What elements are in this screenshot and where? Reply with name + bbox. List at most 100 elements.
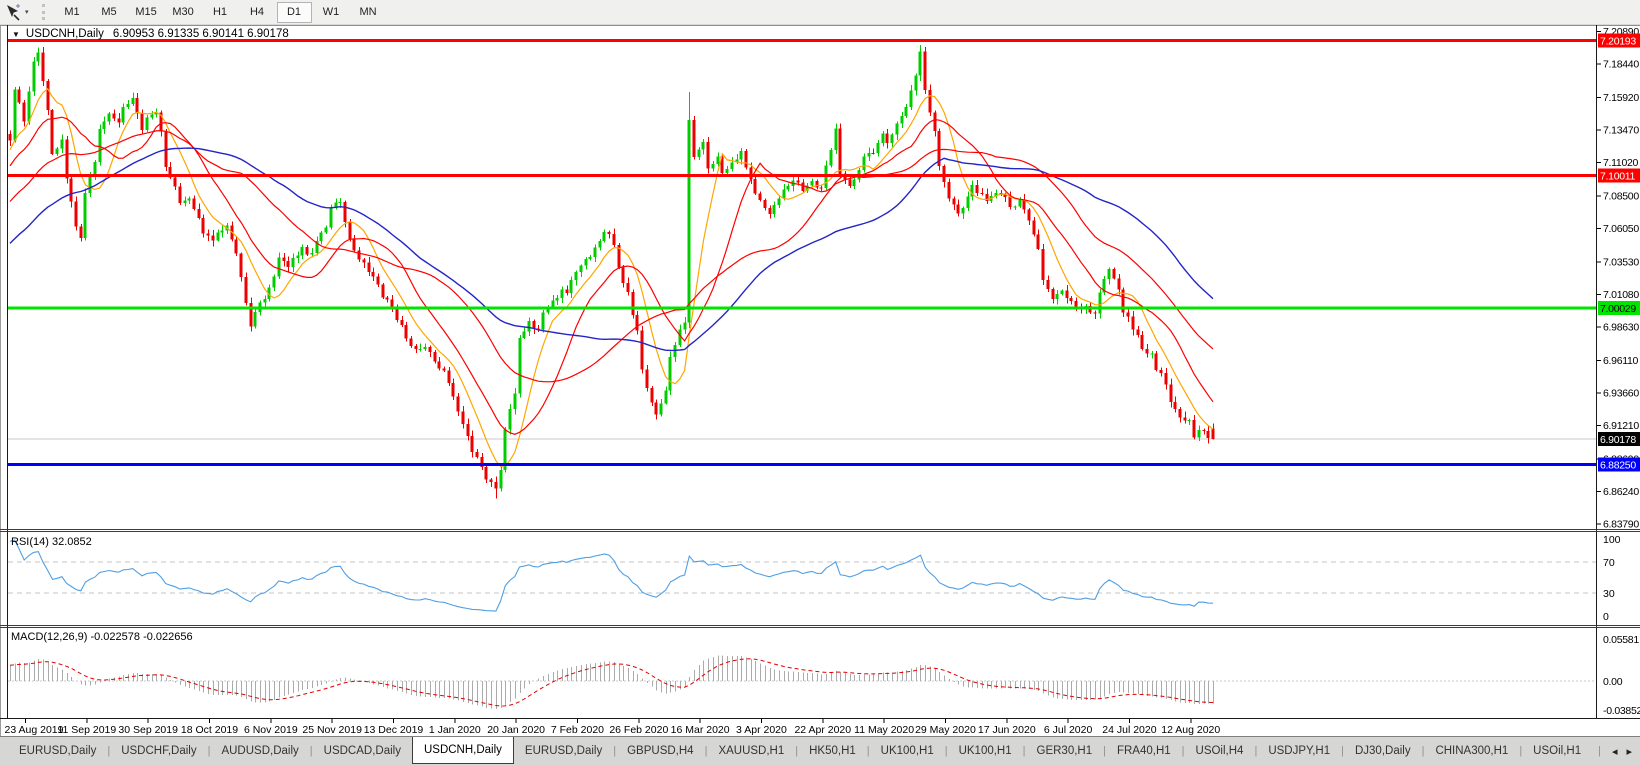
candle-body: [197, 209, 201, 218]
timeframe-button-mn[interactable]: MN: [359, 6, 377, 18]
candle-body: [74, 201, 78, 227]
timeframe-button-h1[interactable]: H1: [212, 6, 228, 18]
candle-body: [834, 128, 838, 150]
candle-body: [470, 435, 474, 452]
candle-body: [683, 322, 687, 330]
ma-line-55[interactable]: [9, 147, 1214, 352]
candle-body: [201, 217, 205, 234]
price-axis-label: 7.08500: [1603, 191, 1639, 203]
candle-body: [1192, 420, 1196, 438]
timeframe-button-h4[interactable]: H4: [249, 6, 265, 18]
price-level-badge-bg: [1598, 301, 1640, 316]
chart-tab-hk50-8[interactable]: HK50,H1: [809, 745, 856, 757]
candle-body: [1154, 353, 1158, 371]
chart-tab-usoil-17[interactable]: USOil,H1: [1533, 745, 1582, 757]
chart-tab-usdchf-1[interactable]: USDCHF,Daily: [121, 745, 197, 757]
chart-tab-dj30-15[interactable]: DJ30,Daily: [1354, 745, 1411, 757]
candle-body: [329, 208, 333, 228]
candle-body: [400, 319, 404, 325]
candle-body: [706, 141, 710, 169]
chart-tab-china300-16[interactable]: CHINA300,H1: [1435, 745, 1509, 757]
candle-body: [645, 369, 649, 389]
candle-body: [711, 163, 715, 169]
candle-body: [150, 114, 154, 118]
candle-body: [475, 451, 479, 457]
chart-tab-usdjpy-14[interactable]: USDJPY,H1: [1268, 745, 1331, 757]
macd-axis-label: 0.05581: [1603, 634, 1639, 646]
price-axis: 7.208907.184407.159207.134707.110207.085…: [1597, 26, 1640, 531]
candle-body: [635, 314, 639, 331]
candle-body: [41, 52, 45, 82]
candle-body: [588, 257, 592, 260]
candle-body: [664, 390, 668, 404]
candle-body: [1055, 293, 1059, 300]
candle-body: [69, 178, 73, 202]
candle-body: [381, 284, 385, 298]
ma-line-8[interactable]: [9, 87, 1214, 468]
candle-body: [725, 168, 729, 173]
price-level-badge: 7.00029: [1600, 303, 1636, 315]
tab-divider: |: [1181, 745, 1185, 757]
candle-body: [135, 98, 139, 114]
tab-scroll-left-icon[interactable]: ◂: [1611, 745, 1618, 758]
candle-body: [1051, 289, 1055, 300]
chart-tab-usdcnh-4[interactable]: USDCNH,Daily: [411, 737, 514, 764]
tab-divider: |: [309, 745, 313, 757]
candle-body: [1197, 430, 1201, 438]
chart-tab-gbpusd-6[interactable]: GBPUSD,H4: [627, 745, 694, 757]
timeframe-button-d1[interactable]: D1: [276, 1, 312, 23]
ma-line-16[interactable]: [9, 116, 1214, 435]
candle-body: [334, 202, 338, 209]
candle-body: [178, 186, 182, 204]
chart-tab-uk100-10[interactable]: UK100,H1: [958, 745, 1012, 757]
timeframe-button-m1[interactable]: M1: [64, 6, 80, 18]
candle-body: [527, 321, 531, 332]
tab-divider: |: [1022, 745, 1026, 757]
price-level-badge: 6.88250: [1600, 459, 1636, 471]
chart-tab-fra40-12[interactable]: FRA40,H1: [1116, 745, 1171, 757]
cursor-tool-icon[interactable]: [4, 3, 22, 21]
date-axis-label: 13 Dec 2019: [364, 724, 424, 736]
timeframe-buttons: M1 M5 M15 M30 H1 H4 D1 W1 MN: [54, 0, 387, 24]
candle-body: [159, 112, 163, 132]
tab-scroll-right-icon[interactable]: ▸: [1626, 745, 1633, 758]
timeframe-button-m30[interactable]: M30: [172, 6, 194, 18]
candle-body: [739, 150, 743, 160]
current-price-badge: 6.90178: [1600, 434, 1636, 446]
candle-body: [234, 239, 238, 254]
chart-tab-eurusd-5[interactable]: EURUSD,Daily: [524, 745, 603, 757]
candle-body: [1032, 220, 1036, 235]
candle-body: [385, 297, 389, 300]
tab-scroll-arrows: | ◂ ▸: [1592, 745, 1640, 758]
candle-body: [947, 181, 951, 199]
candle-body: [852, 179, 856, 186]
timeframe-button-m5[interactable]: M5: [101, 6, 117, 18]
candle-body: [749, 167, 753, 179]
candle-body: [239, 253, 243, 278]
chart-tab-usdcad-3[interactable]: USDCAD,Daily: [323, 745, 401, 757]
chart-tab-xauusd-7[interactable]: XAUUSD,H1: [718, 745, 785, 757]
ma-line-34[interactable]: [9, 129, 1214, 383]
chart-tab-eurusd-0[interactable]: EURUSD,Daily: [19, 745, 97, 757]
chart-tab-usoil-13[interactable]: USOil,H4: [1195, 745, 1244, 757]
candle-body: [216, 232, 220, 241]
cursor-tool-caret-icon[interactable]: ▾: [25, 9, 29, 16]
candle-body: [121, 106, 125, 123]
candle-body: [975, 184, 979, 194]
candle-body: [555, 298, 559, 301]
candle-body: [423, 346, 427, 349]
candle-body: [1178, 409, 1182, 418]
toolbar-drag-handle[interactable]: [41, 4, 45, 20]
chart-tab-uk100-9[interactable]: UK100,H1: [880, 745, 934, 757]
timeframe-button-w1[interactable]: W1: [322, 6, 340, 18]
candle-body: [579, 265, 583, 273]
candle-body: [768, 208, 772, 214]
chart-tab-ger30-11[interactable]: GER30,H1: [1036, 745, 1093, 757]
candle-body: [263, 298, 267, 303]
candle-body: [1173, 402, 1177, 410]
timeframe-button-m15[interactable]: M15: [135, 6, 157, 18]
candle-body: [310, 253, 314, 255]
candle-body: [1065, 290, 1069, 298]
chart-tab-audusd-2[interactable]: AUDUSD,Daily: [221, 745, 299, 757]
candle-body: [418, 348, 422, 350]
